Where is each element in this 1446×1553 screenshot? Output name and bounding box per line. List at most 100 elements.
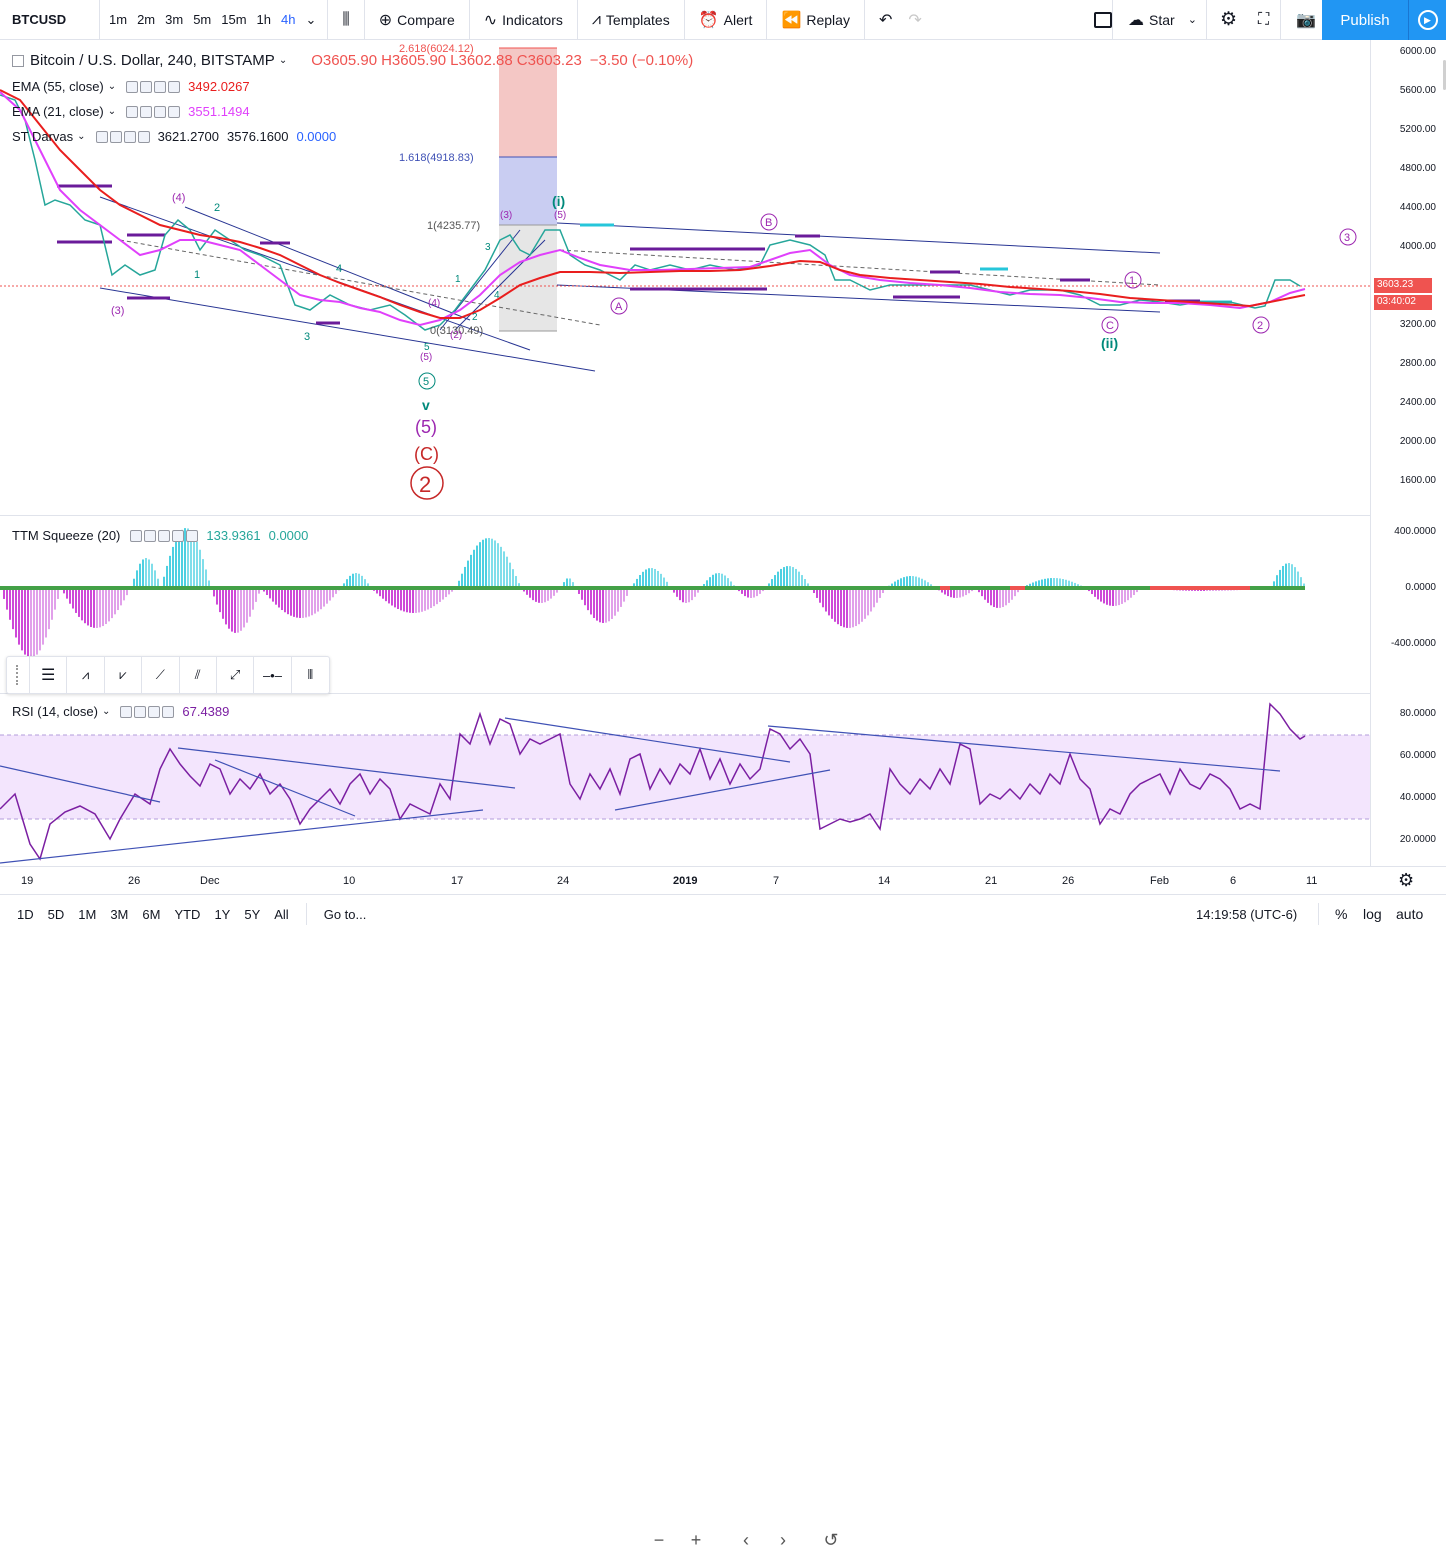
symbol-search[interactable]: BTCUSD	[0, 0, 100, 40]
price-axis[interactable]: 6000.00 5600.00 5200.00 4800.00 4400.00 …	[1370, 40, 1446, 516]
extended-line-tool[interactable]: ⤢	[217, 657, 255, 693]
darvas-legend[interactable]: ST Darvas ⌄ 3621.2700 3576.1600 0.0000	[12, 129, 336, 144]
reset-chart-button[interactable]: ↺	[818, 1527, 844, 1553]
ttm-squeeze-pane[interactable]: TTM Squeeze (20) 133.9361 0.0000	[0, 516, 1370, 694]
alert-button[interactable]: ⏰ Alert	[691, 0, 761, 40]
range-ytd[interactable]: YTD	[174, 906, 201, 922]
percent-toggle[interactable]: %	[1335, 906, 1348, 922]
timeframe-4h[interactable]: 4h	[281, 12, 296, 27]
ttm-axis[interactable]: 400.0000 0.0000 -400.0000	[1370, 516, 1446, 694]
rsi-legend[interactable]: RSI (14, close) ⌄ 67.4389	[12, 704, 229, 719]
divider	[766, 0, 768, 40]
publish-menu-button[interactable]: ▶	[1408, 0, 1446, 40]
chevron-down-icon[interactable]: ⌄	[305, 11, 317, 27]
time-axis[interactable]: 19 26 Dec 10 17 24 2019 7 14 21 26 Feb 6…	[0, 866, 1446, 894]
fib-retracement-tool[interactable]: ☰	[30, 657, 68, 693]
auto-toggle[interactable]: auto	[1396, 906, 1424, 922]
ttm-bar	[108, 588, 110, 622]
range-1m[interactable]: 1M	[78, 906, 97, 922]
ttm-legend[interactable]: TTM Squeeze (20) 133.9361 0.0000	[12, 528, 308, 543]
trend-line-tool[interactable]: ⟋	[142, 657, 180, 693]
ttm-bar	[237, 588, 239, 633]
ttm-bar	[642, 571, 644, 588]
gear-icon[interactable]: ⚙	[1398, 870, 1415, 890]
templates-button[interactable]: ⩘ Templates	[584, 0, 678, 40]
ttm-bar	[51, 588, 53, 620]
legend-controls[interactable]	[126, 80, 181, 93]
ttm-bar	[1094, 588, 1096, 597]
ttm-bar	[816, 588, 818, 598]
fib-zone-grey	[499, 225, 557, 331]
publish-button[interactable]: Publish	[1322, 0, 1408, 40]
bars-pattern-tool[interactable]: ⦀	[292, 657, 329, 693]
ttm-bar	[953, 588, 955, 598]
fullscreen-button[interactable]: ⛶	[1250, 0, 1277, 40]
range-1d[interactable]: 1D	[17, 906, 34, 922]
compare-button[interactable]: ⊕ Compare	[371, 0, 463, 40]
main-chart-pane[interactable]: 2.618(6024.12) 1.618(4918.83) 1(4235.77)…	[0, 40, 1370, 516]
rsi-axis[interactable]: 80.0000 60.0000 40.0000 20.0000	[1370, 694, 1446, 866]
legend-controls[interactable]	[95, 130, 150, 143]
ttm-bar	[287, 588, 289, 615]
chevron-down-icon[interactable]: ⌄	[278, 55, 288, 66]
legend-controls[interactable]	[120, 705, 175, 718]
rsi-pane[interactable]: RSI (14, close) ⌄ 67.4389 − + ‹ › ↺	[0, 694, 1370, 1553]
timeframe-1m[interactable]: 1m	[109, 12, 128, 27]
zoom-out-button[interactable]: −	[646, 1527, 672, 1553]
ttm-bar	[184, 528, 186, 588]
timeframe-3m[interactable]: 3m	[165, 12, 184, 27]
zoom-in-button[interactable]: +	[683, 1527, 709, 1553]
range-6m[interactable]: 6M	[142, 906, 161, 922]
scroll-right-button[interactable]: ›	[770, 1527, 796, 1553]
snapshot-button[interactable]: 📷	[1288, 0, 1324, 40]
ttm-bar	[382, 588, 384, 599]
ttm-svg	[0, 528, 1305, 658]
range-5y[interactable]: 5Y	[244, 906, 261, 922]
star-button[interactable]: ☁ Star ⌄	[1120, 0, 1205, 40]
goto-button[interactable]: Go to...	[323, 906, 367, 922]
ttm-bar	[909, 576, 911, 588]
wave-12345-tool[interactable]: ⩘	[67, 657, 105, 693]
ttm-bar	[532, 588, 534, 601]
legend-controls[interactable]	[130, 529, 199, 542]
ttm-bar	[148, 559, 150, 588]
scrollbar[interactable]	[1443, 60, 1446, 90]
legend-controls[interactable]	[126, 105, 181, 118]
chart-type-button[interactable]: ⫼	[334, 0, 357, 40]
layout-button[interactable]	[1086, 0, 1120, 40]
replay-button[interactable]: ⏪ Replay	[773, 0, 858, 40]
range-3m[interactable]: 3M	[110, 906, 129, 922]
ttm-bar	[45, 588, 47, 638]
indicators-button[interactable]: ∿ Indicators	[476, 0, 571, 40]
log-toggle[interactable]: log	[1363, 906, 1382, 922]
ema21-legend[interactable]: EMA (21, close) ⌄ 3551.1494	[12, 104, 250, 119]
candles-icon: ⫼	[342, 10, 350, 28]
ttm-bar	[1106, 588, 1108, 605]
timeframe-2m[interactable]: 2m	[137, 12, 156, 27]
scroll-left-button[interactable]: ‹	[733, 1527, 759, 1553]
ema55-legend[interactable]: EMA (55, close) ⌄ 3492.0267	[12, 79, 250, 94]
redo-button[interactable]: ↷	[900, 0, 929, 40]
settings-button[interactable]: ⚙	[1212, 0, 1245, 40]
undo-button[interactable]: ↶	[871, 0, 900, 40]
range-bar: 1D 5D 1M 3M 6M YTD 1Y 5Y All Go to... 14…	[0, 894, 1446, 933]
ttm-bar	[1047, 578, 1049, 588]
timeframe-1h[interactable]: 1h	[256, 12, 272, 27]
ttm-bar	[81, 588, 83, 621]
ttm-bar	[666, 581, 668, 588]
ttm-bar	[343, 583, 345, 588]
chevron-down-icon: ⌄	[77, 131, 86, 142]
fib-fan-tool[interactable]: ⫽	[180, 657, 217, 693]
divider	[305, 903, 307, 925]
main-legend-menu-icon[interactable]	[12, 54, 24, 67]
ttm-bar	[792, 567, 794, 588]
timeframe-5m[interactable]: 5m	[193, 12, 212, 27]
range-5d[interactable]: 5D	[47, 906, 65, 922]
clock-time[interactable]: 14:19:58 (UTC-6)	[1196, 906, 1298, 922]
horizontal-line-tool[interactable]: –•–	[254, 657, 292, 693]
drag-handle[interactable]	[7, 657, 31, 693]
timeframe-15m[interactable]: 15m	[221, 12, 247, 27]
range-1y[interactable]: 1Y	[214, 906, 231, 922]
wave-abc-tool[interactable]: ⩗	[105, 657, 143, 693]
range-all[interactable]: All	[274, 906, 289, 922]
